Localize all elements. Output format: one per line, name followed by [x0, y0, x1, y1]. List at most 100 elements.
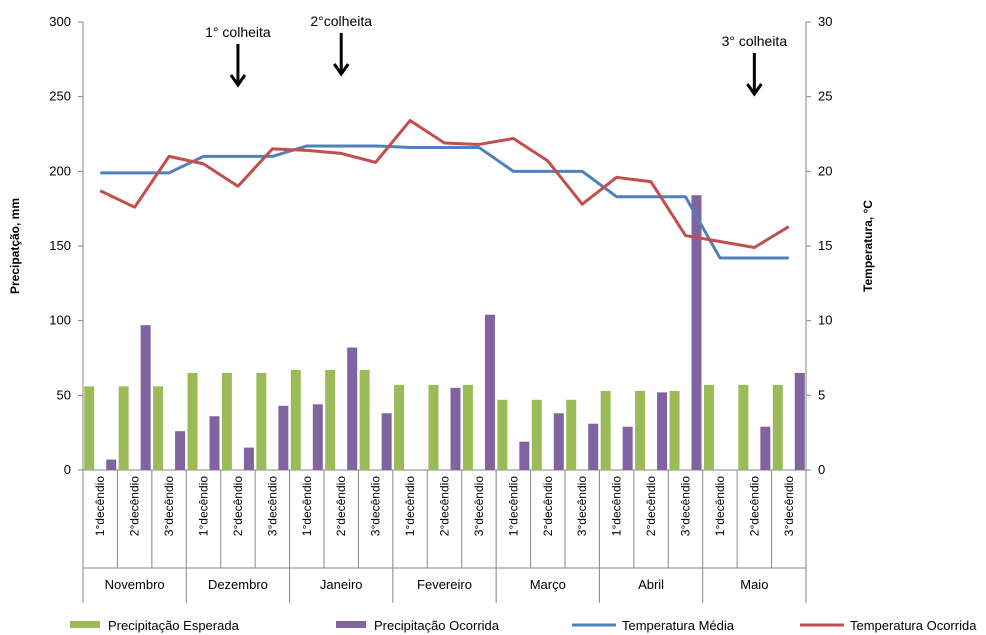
harvest-label: 3° colheita	[722, 33, 788, 49]
bar-precipitacao-esperada	[118, 386, 129, 470]
arrow-head-icon	[332, 63, 350, 77]
category-label: 3°decêndio	[679, 476, 693, 537]
category-label: 2°decêndio	[334, 476, 348, 537]
left-tick-label: 0	[64, 462, 71, 477]
line-temperatura-media	[100, 144, 789, 260]
annotations: 1° colheita 2°colheita 3° colheita	[205, 13, 788, 97]
month-label: Novembro	[105, 577, 165, 592]
bar-precipitacao-ocorrida	[175, 431, 186, 470]
category-label: 2°decêndio	[644, 476, 658, 537]
legend-label: Temperatura Ocorrida	[850, 618, 977, 633]
category-label: 3°decêndio	[265, 476, 279, 537]
left-tick-label: 200	[49, 163, 71, 178]
legend-swatch	[70, 621, 100, 628]
right-tick-label: 30	[818, 14, 832, 29]
right-tick-label: 15	[818, 238, 832, 253]
bar-precipitacao-ocorrida	[588, 423, 599, 470]
bar-precipitacao-ocorrida	[347, 347, 358, 470]
legend-swatch	[336, 621, 366, 628]
right-tick-label: 5	[818, 387, 825, 402]
arrow-head-icon	[746, 83, 763, 97]
legend-label: Precipitação Ocorrida	[374, 618, 500, 633]
bar-precipitacao-ocorrida	[657, 392, 668, 470]
bar-precipitacao-esperada	[669, 390, 680, 470]
category-label: 2°decêndio	[541, 476, 555, 537]
bar-precipitacao-ocorrida	[140, 325, 151, 470]
bar-precipitacao-esperada	[359, 369, 370, 470]
category-label: 2°decêndio	[747, 476, 761, 537]
category-label: 1°decêndio	[197, 476, 211, 537]
bar-precipitacao-esperada	[600, 390, 611, 470]
category-label: 1°decêndio	[610, 476, 624, 537]
bar-precipitacao-ocorrida	[484, 314, 495, 470]
bar-precipitacao-esperada	[772, 384, 783, 470]
right-axis-ticks: 0 5 10 15 20 25 30	[806, 14, 832, 477]
bar-precipitacao-esperada	[84, 386, 95, 470]
bar-precipitacao-esperada	[325, 369, 336, 470]
bar-precipitacao-esperada	[153, 386, 164, 470]
right-axis-title: Temperatura, °C	[861, 200, 875, 292]
lines	[99, 119, 790, 260]
month-label: Março	[530, 577, 566, 592]
bar-precipitacao-esperada	[703, 384, 714, 470]
category-label: 2°decêndio	[438, 476, 452, 537]
right-tick-label: 25	[818, 89, 832, 104]
left-tick-label: 300	[49, 14, 71, 29]
left-tick-label: 250	[49, 89, 71, 104]
category-label: 2°decêndio	[128, 476, 142, 537]
bar-precipitacao-ocorrida	[278, 405, 289, 470]
month-label: Abril	[638, 577, 664, 592]
bar-precipitacao-esperada	[566, 399, 577, 470]
category-label: 3°decêndio	[575, 476, 589, 537]
left-tick-label: 150	[49, 238, 71, 253]
bar-precipitacao-esperada	[497, 399, 508, 470]
legend: Precipitação Esperada Precipitação Ocorri…	[70, 618, 977, 633]
category-label: 1°decêndio	[713, 476, 727, 537]
bar-precipitacao-esperada	[738, 384, 749, 470]
left-axis-ticks: 0 50 100 150 200 250 300	[49, 14, 83, 477]
arrow-head-icon	[229, 74, 247, 88]
category-label: 1°decêndio	[93, 476, 107, 537]
bar-precipitacao-ocorrida	[381, 413, 392, 470]
bar-precipitacao-esperada	[187, 372, 198, 470]
bar-precipitacao-esperada	[256, 372, 267, 470]
bar-precipitacao-ocorrida	[209, 416, 220, 470]
harvest-label: 1° colheita	[205, 24, 271, 40]
bar-precipitacao-esperada	[290, 369, 301, 470]
month-label: Janeiro	[320, 577, 363, 592]
harvest-label: 2°colheita	[310, 13, 372, 29]
month-label: Maio	[740, 577, 768, 592]
bar-precipitacao-ocorrida	[622, 426, 633, 470]
line-temperatura-ocorrida	[99, 119, 790, 249]
category-label: 2°decêndio	[231, 476, 245, 537]
bar-precipitacao-ocorrida	[553, 413, 564, 470]
bar-precipitacao-ocorrida	[106, 459, 117, 470]
right-tick-label: 10	[818, 313, 832, 328]
bar-precipitacao-esperada	[635, 390, 646, 470]
category-label: 1°decêndio	[300, 476, 314, 537]
month-label: Fevereiro	[417, 577, 472, 592]
category-label: 3°decêndio	[782, 476, 796, 537]
category-label: 3°decêndio	[472, 476, 486, 537]
bar-precipitacao-ocorrida	[519, 441, 530, 470]
bar-precipitacao-esperada	[394, 384, 405, 470]
legend-label: Temperatura Média	[622, 618, 735, 633]
right-tick-label: 0	[818, 462, 825, 477]
category-label: 3°decêndio	[369, 476, 383, 537]
left-axis-title: Precipatção, mm	[8, 198, 22, 294]
bar-precipitacao-esperada	[531, 399, 542, 470]
bar-precipitacao-ocorrida	[760, 426, 771, 470]
bar-precipitacao-esperada	[462, 384, 473, 470]
bar-precipitacao-esperada	[428, 384, 439, 470]
bar-precipitacao-ocorrida	[450, 387, 461, 470]
bars	[84, 195, 805, 470]
bar-precipitacao-ocorrida	[243, 447, 254, 470]
category-label: 1°decêndio	[506, 476, 520, 537]
bar-precipitacao-ocorrida	[794, 372, 805, 470]
left-tick-label: 100	[49, 313, 71, 328]
bar-precipitacao-ocorrida	[312, 404, 323, 470]
category-label: 3°decêndio	[162, 476, 176, 537]
bar-precipitacao-esperada	[221, 372, 232, 470]
category-axis: 1°decêndio 2°decêndio 3°decêndio 1°decêndio…	[82, 470, 807, 603]
